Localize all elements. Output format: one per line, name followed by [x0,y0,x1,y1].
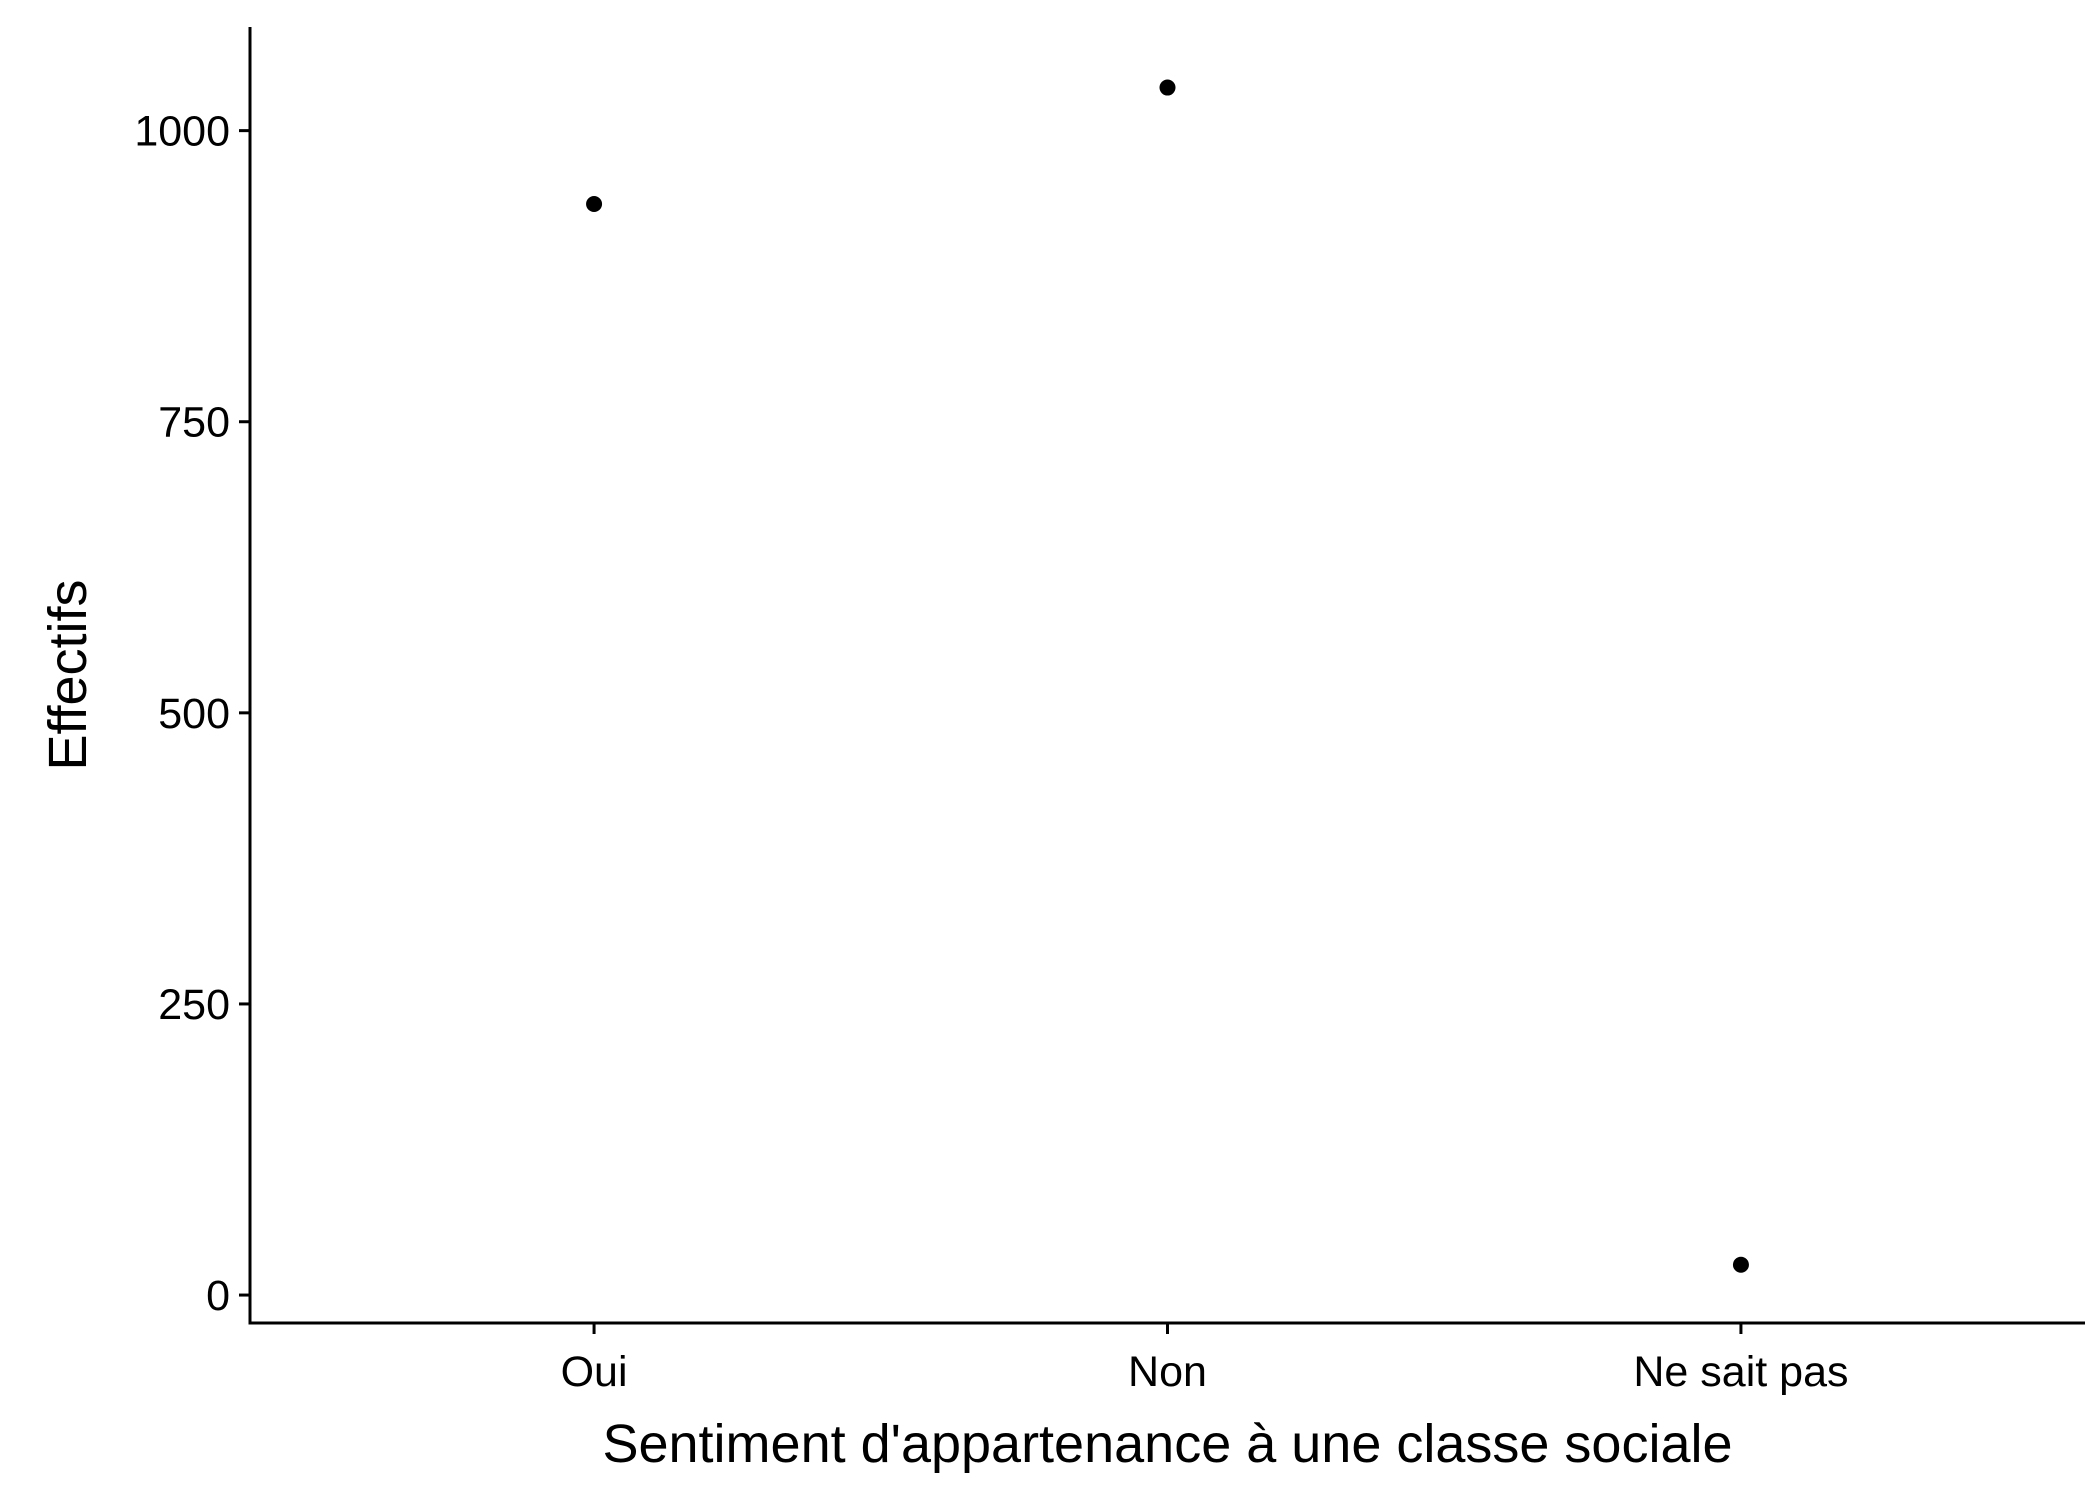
data-point [1732,1256,1749,1273]
x-axis-ticks: Oui Non Ne sait pas [561,1323,1848,1396]
y-axis-ticks: 0 250 500 750 1000 [134,108,250,1320]
x-tick-label: Non [1128,1348,1207,1396]
y-tick-label: 250 [158,981,230,1029]
y-tick-label: 750 [158,399,230,447]
y-tick-label: 0 [206,1272,230,1320]
data-point [586,195,603,212]
data-points [586,79,1749,1273]
y-axis-title: Effectifs [38,579,98,770]
x-tick-label: Ne sait pas [1633,1348,1848,1396]
x-axis-title: Sentiment d'appartenance à une classe so… [602,1414,1732,1474]
y-tick-label: 1000 [134,108,230,156]
y-tick-label: 500 [158,690,230,738]
x-tick-label: Oui [561,1348,628,1396]
data-point [1159,79,1176,96]
